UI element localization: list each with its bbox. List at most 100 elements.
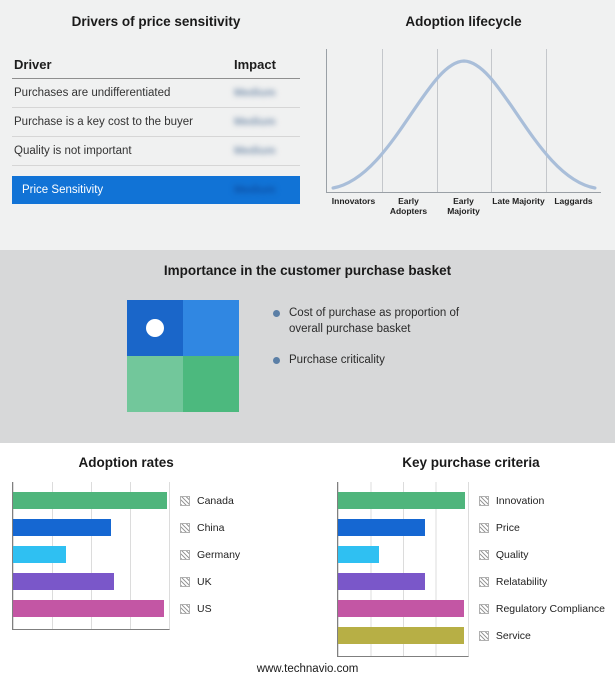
bar-service	[337, 627, 464, 644]
legend-item: Service	[469, 622, 605, 649]
stage-label-innovators: Innovators	[331, 196, 376, 206]
legend-item: US	[170, 595, 240, 622]
bar-germany	[13, 546, 67, 563]
adoption-rates-title: Adoption rates	[78, 455, 174, 470]
basket-bullet-list: Cost of purchase as proportion of overal…	[273, 306, 488, 369]
driver-label: Quality is not important	[14, 145, 132, 157]
impact-value-blurred: Medium	[234, 116, 276, 128]
stage-label-early-majority: Early Majority	[447, 196, 480, 217]
legend-item: Price	[469, 514, 605, 541]
quadrant-marker-dot	[146, 319, 164, 337]
hatch-swatch-icon	[180, 495, 190, 506]
bar-relatability	[337, 573, 425, 590]
driver-label: Purchases are undifferentiated	[14, 87, 171, 99]
stage-label-late-majority: Late Majority	[492, 196, 545, 206]
legend-item: Quality	[469, 541, 605, 568]
hatch-swatch-icon	[478, 522, 489, 533]
drivers-table: Driver Impact Purchases are undifferenti…	[12, 51, 300, 204]
adoption-lifecycle-plot	[326, 49, 601, 193]
bullet-text: Cost of purchase as proportion of overal…	[289, 307, 460, 335]
adoption-curve-svg	[331, 59, 597, 190]
bar-price	[337, 519, 425, 536]
stage-divider	[381, 49, 383, 192]
key-purchase-criteria-title: Key purchase criteria	[402, 455, 540, 470]
bar-label: Innovation	[495, 494, 545, 507]
key-purchase-criteria-labels: Innovation Price Quality Relatability Re…	[469, 482, 605, 657]
driver-row: Purchase is a key cost to the buyer Medi…	[12, 108, 300, 137]
impact-value-blurred: Medium	[234, 184, 276, 196]
bullet-text: Purchase criticality	[289, 354, 385, 367]
stage-divider	[491, 49, 493, 192]
impact-value-blurred: Medium	[234, 145, 276, 157]
drivers-table-header: Driver Impact	[12, 51, 300, 79]
adoption-rates-plot	[12, 482, 170, 630]
col-header-driver: Driver	[14, 57, 52, 72]
bar-label: Price	[495, 521, 520, 534]
driver-row: Quality is not important Medium	[12, 137, 300, 166]
adoption-rates-chart: Adoption rates Canada China Germany UK	[12, 455, 240, 657]
legend-item: Canada	[170, 487, 240, 514]
stage-label-early-adopters: Early Adopters	[389, 196, 428, 217]
adoption-rates-body: Canada China Germany UK US	[12, 482, 240, 630]
quadrant-cell-top-right	[183, 300, 239, 356]
hatch-swatch-icon	[180, 549, 190, 560]
bottom-charts: Adoption rates Canada China Germany UK	[0, 455, 615, 657]
legend-item: China	[170, 514, 240, 541]
hatch-swatch-icon	[478, 630, 489, 641]
driver-label: Price Sensitivity	[22, 184, 104, 196]
price-sensitivity-highlight-row: Price Sensitivity Medium	[12, 176, 300, 204]
col-header-impact: Impact	[234, 57, 276, 72]
purchase-basket-section: Importance in the customer purchase bask…	[0, 250, 615, 443]
hatch-swatch-icon	[478, 495, 489, 506]
bar-label: Service	[495, 629, 531, 642]
stage-label-laggards: Laggards	[554, 196, 593, 206]
bar-label: Regulatory Compliance	[495, 602, 605, 615]
lifecycle-stage-labels: Innovators Early Adopters Early Majority…	[326, 196, 601, 216]
bullet-dot-icon	[273, 310, 280, 317]
purchase-basket-quadrant	[127, 300, 239, 412]
quadrant-cell-bottom-right	[183, 356, 239, 412]
hatch-swatch-icon	[180, 522, 190, 533]
basket-title: Importance in the customer purchase bask…	[163, 263, 452, 278]
legend-item: UK	[170, 568, 240, 595]
drivers-panel: Drivers of price sensitivity Driver Impa…	[12, 10, 300, 250]
bar-label: Relatability	[495, 575, 548, 588]
basket-content: Cost of purchase as proportion of overal…	[0, 300, 615, 412]
adoption-curve	[331, 59, 597, 190]
legend-item: Relatability	[469, 568, 605, 595]
bar-china	[13, 519, 112, 536]
bar-us	[13, 600, 165, 617]
key-purchase-criteria-plot	[336, 482, 469, 657]
bar-label: Canada	[197, 494, 234, 507]
footer-url: www.technavio.com	[256, 663, 359, 675]
lifecycle-title: Adoption lifecycle	[405, 14, 522, 29]
bar-quality	[337, 546, 380, 563]
bottom-section: Adoption rates Canada China Germany UK	[0, 443, 615, 680]
quadrant-cell-bottom-left	[127, 356, 183, 412]
bullet-item: Cost of purchase as proportion of overal…	[273, 306, 488, 337]
bar-canada	[13, 492, 168, 509]
impact-value-blurred: Medium	[234, 87, 276, 99]
bar-label: China	[197, 521, 225, 534]
hatch-swatch-icon	[180, 576, 190, 587]
bar-label: US	[197, 602, 212, 615]
drivers-title: Drivers of price sensitivity	[71, 14, 241, 29]
stage-divider	[436, 49, 438, 192]
top-section: Drivers of price sensitivity Driver Impa…	[0, 0, 615, 250]
legend-item: Germany	[170, 541, 240, 568]
lifecycle-panel: Adoption lifecycle Innovators Early Adop…	[326, 10, 601, 250]
bullet-item: Purchase criticality	[273, 353, 488, 369]
adoption-rates-labels: Canada China Germany UK US	[170, 482, 240, 630]
key-purchase-criteria-chart: Key purchase criteria Innovation Price Q…	[336, 455, 605, 657]
bar-label: Quality	[495, 548, 529, 561]
hatch-swatch-icon	[180, 603, 190, 614]
driver-label: Purchase is a key cost to the buyer	[14, 116, 193, 128]
bar-label: Germany	[197, 548, 241, 561]
bar-regulatory-compliance	[337, 600, 464, 617]
stage-divider	[546, 49, 548, 192]
bar-innovation	[337, 492, 466, 509]
bar-uk	[13, 573, 115, 590]
legend-item: Regulatory Compliance	[469, 595, 605, 622]
key-purchase-criteria-body: Innovation Price Quality Relatability Re…	[336, 482, 605, 657]
